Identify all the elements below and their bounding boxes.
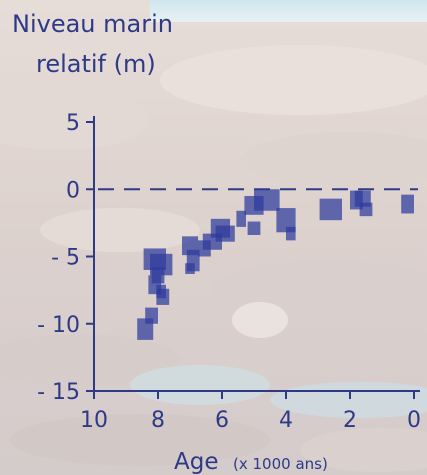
sea-level-data-point — [156, 288, 170, 305]
sea-level-data-point — [145, 307, 158, 324]
y-axis-label-line1: Niveau marin — [12, 10, 173, 38]
y-axis-label: Niveau marin relatif (m) — [12, 10, 173, 78]
x-axis-label: Age (x 1000 ans) — [174, 449, 328, 475]
x-tick-label: 0 — [407, 408, 421, 433]
x-tick-label: 6 — [215, 408, 229, 433]
x-tick-label: 8 — [151, 408, 165, 433]
x-tick-label: 2 — [343, 408, 357, 433]
y-tick-label: - 5 — [51, 246, 80, 271]
y-ticks: 5 0 - 5 - 10 - 15 — [37, 111, 94, 405]
sea-level-data-point — [247, 221, 261, 235]
sea-level-data-point — [359, 202, 373, 217]
sea-level-data-point — [254, 189, 280, 211]
y-tick-label: - 15 — [37, 380, 80, 405]
sea-level-data-point — [215, 225, 235, 242]
sea-level-data-point — [236, 210, 246, 227]
x-axis-label-main: Age — [174, 449, 218, 475]
y-axis-label-line2: relatif (m) — [36, 50, 156, 78]
sea-level-data-point — [319, 198, 342, 221]
y-tick-label: 0 — [66, 178, 80, 203]
x-tick-label: 4 — [279, 408, 293, 433]
x-ticks: 10 8 6 4 2 0 — [80, 391, 421, 433]
y-tick-label: 5 — [66, 111, 80, 136]
sea-level-data-point — [286, 226, 296, 241]
x-axis-label-unit: (x 1000 ans) — [233, 455, 328, 473]
x-tick-label: 10 — [80, 408, 108, 433]
y-tick-label: - 10 — [37, 313, 80, 338]
data-markers — [137, 189, 414, 340]
sea-level-data-point — [185, 263, 195, 274]
sea-level-data-point — [276, 208, 296, 233]
sea-level-data-point — [401, 194, 414, 214]
